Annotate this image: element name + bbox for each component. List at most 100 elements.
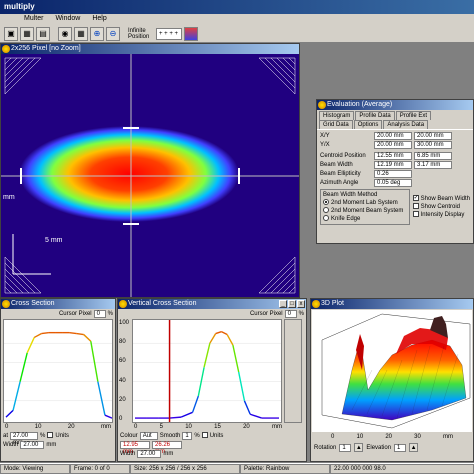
profile-line-segment [104, 414, 112, 419]
zoom-out-icon[interactable]: ⊖ [106, 26, 120, 41]
radio-2nd-moment-beam[interactable]: 2nd Moment Beam System [323, 207, 407, 215]
save-icon[interactable]: ▦ [20, 26, 34, 41]
y-tick-label: 20 [119, 396, 126, 403]
v-cross-title: Vertical Cross Section [128, 300, 197, 307]
toolbar: ▣ ▦ ▤ ◉ ▦ ⊕ ⊖ Infinite Position + + + + [0, 25, 474, 43]
checkbox-show-beam-width[interactable]: ✓ Show Beam Width [412, 195, 470, 203]
x-unit-label: mm [100, 424, 111, 430]
tab-grid-data[interactable]: Grid Data [319, 120, 353, 129]
field-value[interactable]: 30.00 mm [414, 141, 452, 149]
elevation-field[interactable]: 1 [394, 443, 407, 452]
radio-icon [323, 207, 329, 214]
units-checkbox[interactable]: Units [47, 432, 69, 440]
tab-analysis-data[interactable]: Analysis Data [383, 120, 429, 129]
at-field[interactable]: 27.00 mm [10, 432, 39, 446]
beam-image-canvas[interactable]: 5 mm mm [1, 54, 299, 297]
window-icon [119, 300, 127, 308]
plot-3d-canvas[interactable] [312, 310, 472, 432]
width-unit: mm [46, 442, 57, 448]
tab-histogram[interactable]: Histogram [319, 111, 355, 120]
print-icon[interactable]: ▤ [36, 26, 50, 41]
palette-icon[interactable] [184, 26, 198, 41]
x-tick-label: 30 [414, 434, 421, 440]
status-palette: Palette: Rainbow [240, 464, 330, 474]
h-cross-title-bar[interactable]: Cross Section [1, 299, 115, 309]
zoom-in-icon[interactable]: ⊕ [90, 26, 104, 41]
sensor-field[interactable]: + + + + [156, 27, 182, 40]
window-icon [2, 45, 10, 53]
profile-line-segment [90, 341, 99, 382]
checkbox-show-centroid[interactable]: Show Centroid [412, 203, 470, 211]
checkbox-icon: ✓ [412, 195, 419, 202]
grid-icon[interactable]: ▦ [74, 26, 88, 41]
profile-line-segment [19, 352, 28, 382]
x-tick-label: 10 [356, 434, 364, 440]
radio-icon [323, 199, 329, 206]
field-label: Centroid Position [320, 153, 366, 159]
v-cross-scrollbar[interactable] [284, 319, 302, 423]
tab-options[interactable]: Options [353, 120, 383, 129]
checkbox-intensity-display[interactable]: Intensity Display [412, 211, 470, 219]
minimize-icon[interactable]: _ [279, 300, 287, 308]
radio-knife-edge[interactable]: Knife Edge [323, 215, 407, 223]
field-row: Azimuth Angle 0.05 deg [320, 179, 470, 187]
cursor-field[interactable]: 0 [284, 310, 297, 318]
width-field[interactable]: 27.00 [20, 441, 45, 449]
field-value: 3.17 mm [414, 161, 452, 169]
radio-2nd-moment-lab[interactable]: 2nd Moment Lab System [323, 199, 407, 207]
y-tick-label: 80 [119, 339, 126, 346]
y-scale-label: mm [3, 194, 15, 201]
field-value[interactable]: 20.00 mm [374, 132, 412, 140]
sensor-label: Infinite Position [128, 27, 150, 40]
open-icon[interactable]: ▣ [4, 26, 18, 41]
field-row: Beam Ellipticity 0.26 [320, 170, 470, 178]
profile-line-segment [237, 371, 246, 401]
camera-icon[interactable]: ◉ [58, 26, 72, 41]
x-tick-label: 10 [185, 424, 192, 430]
tab-profile-data[interactable]: Profile Data [355, 111, 395, 120]
menu-item-multer[interactable]: Multer [24, 15, 44, 22]
plot-3d-title-bar[interactable]: 3D Plot [311, 299, 473, 309]
h-cross-chart [4, 331, 112, 419]
field-row: Centroid Position 12.55 mm 6.85 mm [320, 152, 470, 160]
v-cross-title-bar[interactable]: Vertical Cross Section _ □ x [118, 299, 306, 309]
evaluation-fields: X/Y 20.00 mm 20.00 mm Y/X 20.00 mm 30.00… [317, 129, 473, 227]
position-b-field[interactable]: 26.26 mm [152, 441, 182, 455]
field-label: Beam Width [320, 162, 353, 168]
status-values: 22.00 000 000 98.0 [330, 464, 474, 474]
tab-profile-ext[interactable]: Profile Ext [395, 111, 432, 120]
profile-line-segment [12, 381, 21, 411]
width-field[interactable]: 27.00 [137, 450, 162, 458]
x-tick-label: 0 [134, 424, 138, 430]
checkbox-label: Intensity Display [420, 212, 465, 218]
radio-label: 2nd Moment Beam System [331, 208, 404, 214]
rotation-spin-icon[interactable]: ▲ [354, 443, 364, 452]
units-checkbox[interactable]: Units [201, 432, 223, 440]
maximize-icon[interactable]: □ [288, 300, 296, 308]
width-label: Width [3, 442, 19, 448]
colour-select[interactable]: Aut [139, 432, 158, 440]
smooth-label: Smooth [159, 433, 181, 439]
cursor-field[interactable]: 0 [93, 310, 106, 318]
x-tick-label: 20 [243, 424, 250, 430]
app-title-bar: multiply [0, 0, 474, 14]
evaluation-title-bar[interactable]: Evaluation (Average) [317, 100, 473, 110]
image-window-title-bar[interactable]: 2x256 Pixel [no Zoom] [1, 44, 299, 54]
field-row: Beam Width 12.19 mm 3.17 mm [320, 161, 470, 169]
field-value[interactable]: 20.00 mm [414, 132, 452, 140]
menu-bar: Multer Window Help [0, 14, 474, 25]
checkbox-icon [412, 211, 419, 218]
menu-item-window[interactable]: Window [55, 15, 81, 22]
field-value[interactable]: 20.00 mm [374, 141, 412, 149]
close-icon[interactable]: x [297, 300, 305, 308]
image-window-title: 2x256 Pixel [no Zoom] [11, 45, 81, 52]
menu-item-help[interactable]: Help [92, 15, 107, 22]
image-window: 2x256 Pixel [no Zoom] [0, 43, 300, 298]
position-a-field[interactable]: 12.95 mm [120, 441, 150, 455]
elevation-spin-icon[interactable]: ▲ [409, 443, 419, 452]
cursor-label: Cursor Pixel [249, 311, 283, 317]
plot-3d-surface [321, 313, 471, 429]
rotation-field[interactable]: 1 [339, 443, 352, 452]
x-scale-label: 5 mm [45, 237, 63, 244]
smooth-field[interactable]: 1 [182, 432, 193, 440]
